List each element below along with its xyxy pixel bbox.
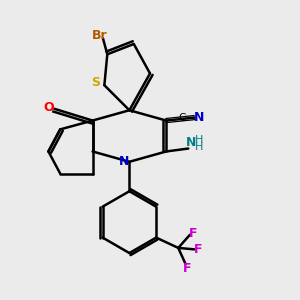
Text: C: C [179,113,186,124]
Text: F: F [183,262,191,275]
Text: N: N [119,155,129,168]
Text: Br: Br [92,29,108,42]
Text: F: F [189,227,197,240]
Text: H: H [194,142,203,152]
Text: O: O [44,101,54,114]
Text: N: N [186,136,196,148]
Text: N: N [194,111,204,124]
Text: H: H [194,135,203,145]
Text: S: S [91,76,100,89]
Text: F: F [194,243,202,256]
